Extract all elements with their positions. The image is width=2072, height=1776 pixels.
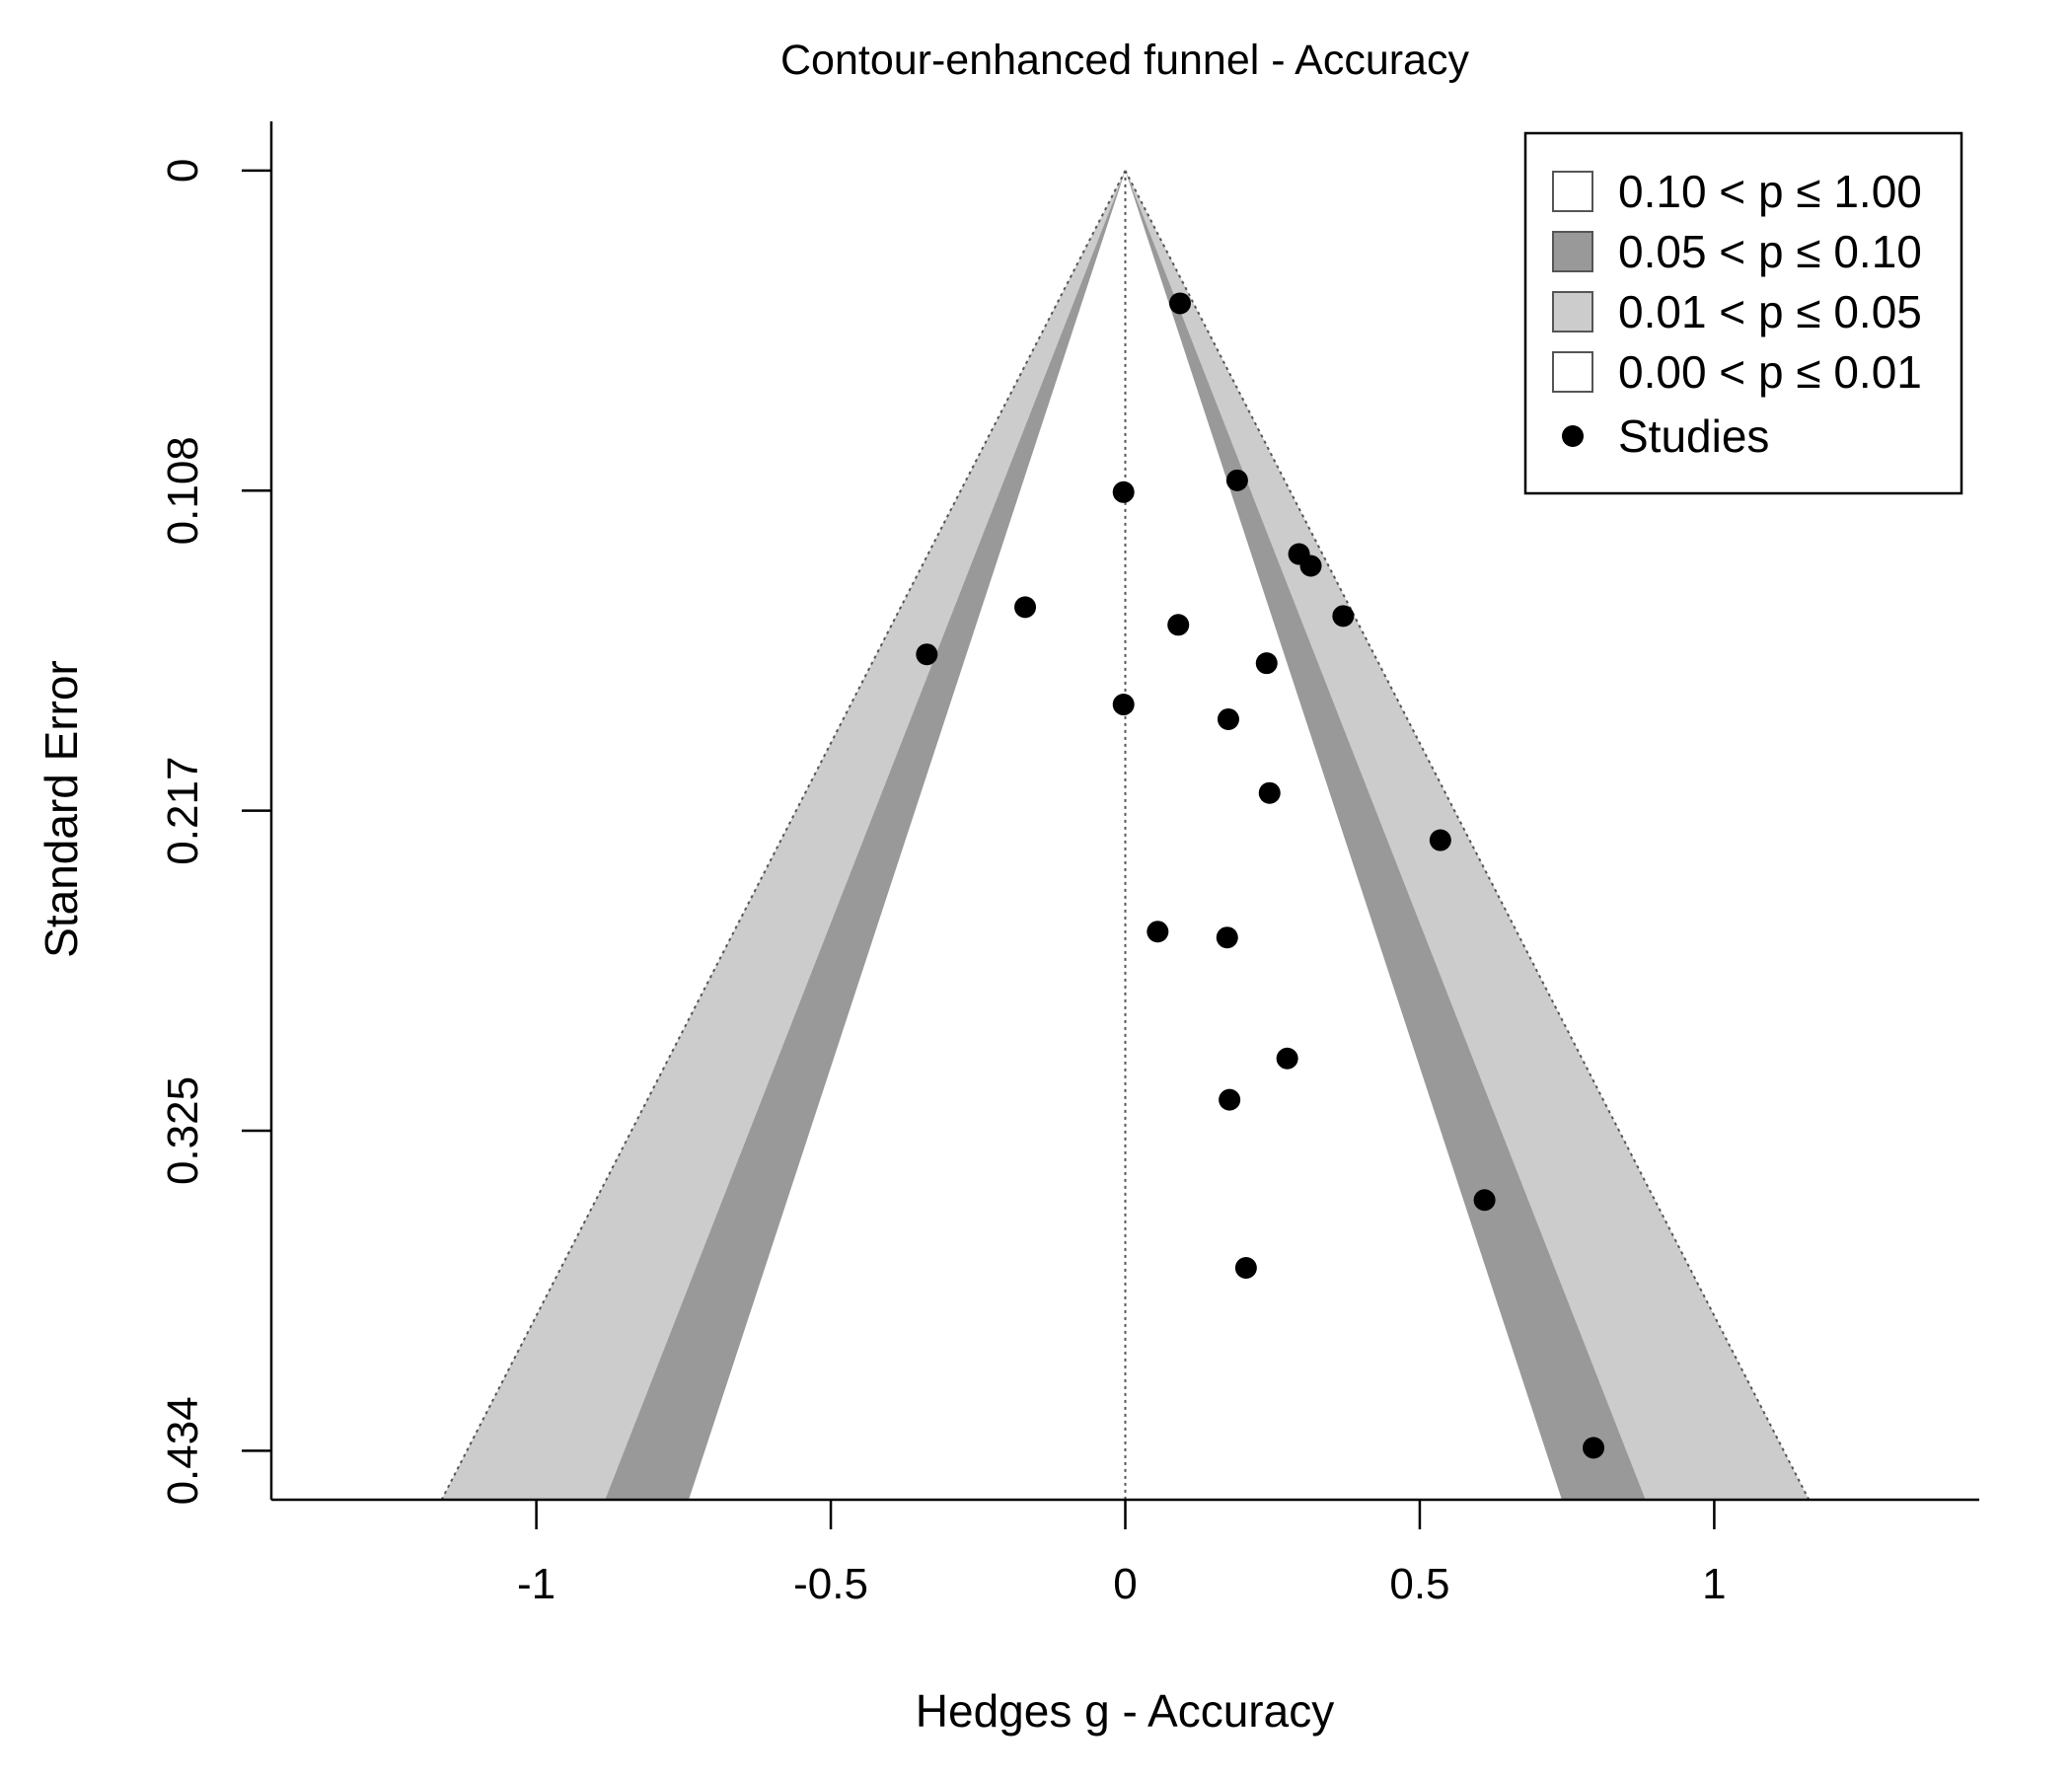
study-point [1473, 1189, 1496, 1212]
legend-label: 0.00 < p ≤ 0.01 [1618, 346, 1922, 398]
y-axis-label: Standard Error [36, 660, 87, 958]
legend-label: 0.01 < p ≤ 0.05 [1618, 286, 1922, 337]
study-point [1583, 1437, 1605, 1459]
legend-point-marker [1562, 425, 1584, 447]
legend-box [1523, 131, 1963, 495]
funnel-boundary-line [1124, 170, 1811, 1501]
funnel-boundary-line [440, 170, 1127, 1501]
study-point [1225, 469, 1248, 491]
legend-swatch [1552, 291, 1593, 333]
funnel-guide-lines [440, 170, 1811, 1501]
study-point [1258, 781, 1281, 804]
y-tick-label: 0.325 [159, 1076, 207, 1185]
legend-label: 0.10 < p ≤ 1.00 [1618, 166, 1922, 217]
y-tick-label: 0.108 [159, 436, 207, 545]
study-point [1332, 605, 1355, 628]
study-point [1299, 555, 1322, 577]
study-point [1167, 614, 1190, 636]
x-tick-label: -1 [517, 1560, 555, 1608]
study-point [1147, 921, 1169, 943]
study-point [1276, 1047, 1298, 1070]
legend-label: Studies [1618, 410, 1769, 462]
legend-swatch [1552, 231, 1593, 272]
x-tick-label: 0 [1113, 1560, 1137, 1608]
legend-label: 0.05 < p ≤ 0.10 [1618, 226, 1922, 277]
study-point [1217, 707, 1239, 730]
study-point [1112, 481, 1135, 503]
legend: 0.10 < p ≤ 1.00 0.05 < p ≤ 0.10 0.01 < p ≤… [1523, 131, 1963, 495]
study-point [1234, 1257, 1257, 1280]
study-point [1169, 292, 1192, 315]
y-tick-label: 0.434 [159, 1396, 207, 1505]
study-points [916, 292, 1605, 1459]
x-tick-label: -0.5 [793, 1560, 868, 1608]
study-point [1216, 926, 1238, 949]
study-point [1112, 694, 1135, 716]
x-tick-label: 0.5 [1389, 1560, 1449, 1608]
y-tick-label: 0 [159, 159, 207, 183]
y-axis: 0 0.108 0.217 0.325 0.434 [159, 121, 273, 1505]
x-tick-label: 1 [1702, 1560, 1726, 1608]
study-point [916, 643, 938, 666]
study-point [1429, 829, 1451, 851]
y-tick-label: 0.217 [159, 757, 207, 865]
study-point [1255, 652, 1278, 675]
x-axis-label: Hedges g - Accuracy [916, 1685, 1334, 1737]
x-axis: -1 -0.5 0 0.5 1 [271, 1498, 1979, 1608]
legend-swatch [1552, 351, 1593, 393]
study-point [1014, 596, 1037, 619]
chart-title: Contour-enhanced funnel - Accuracy [780, 37, 1469, 84]
study-point [1219, 1088, 1241, 1111]
legend-swatch [1552, 171, 1593, 212]
